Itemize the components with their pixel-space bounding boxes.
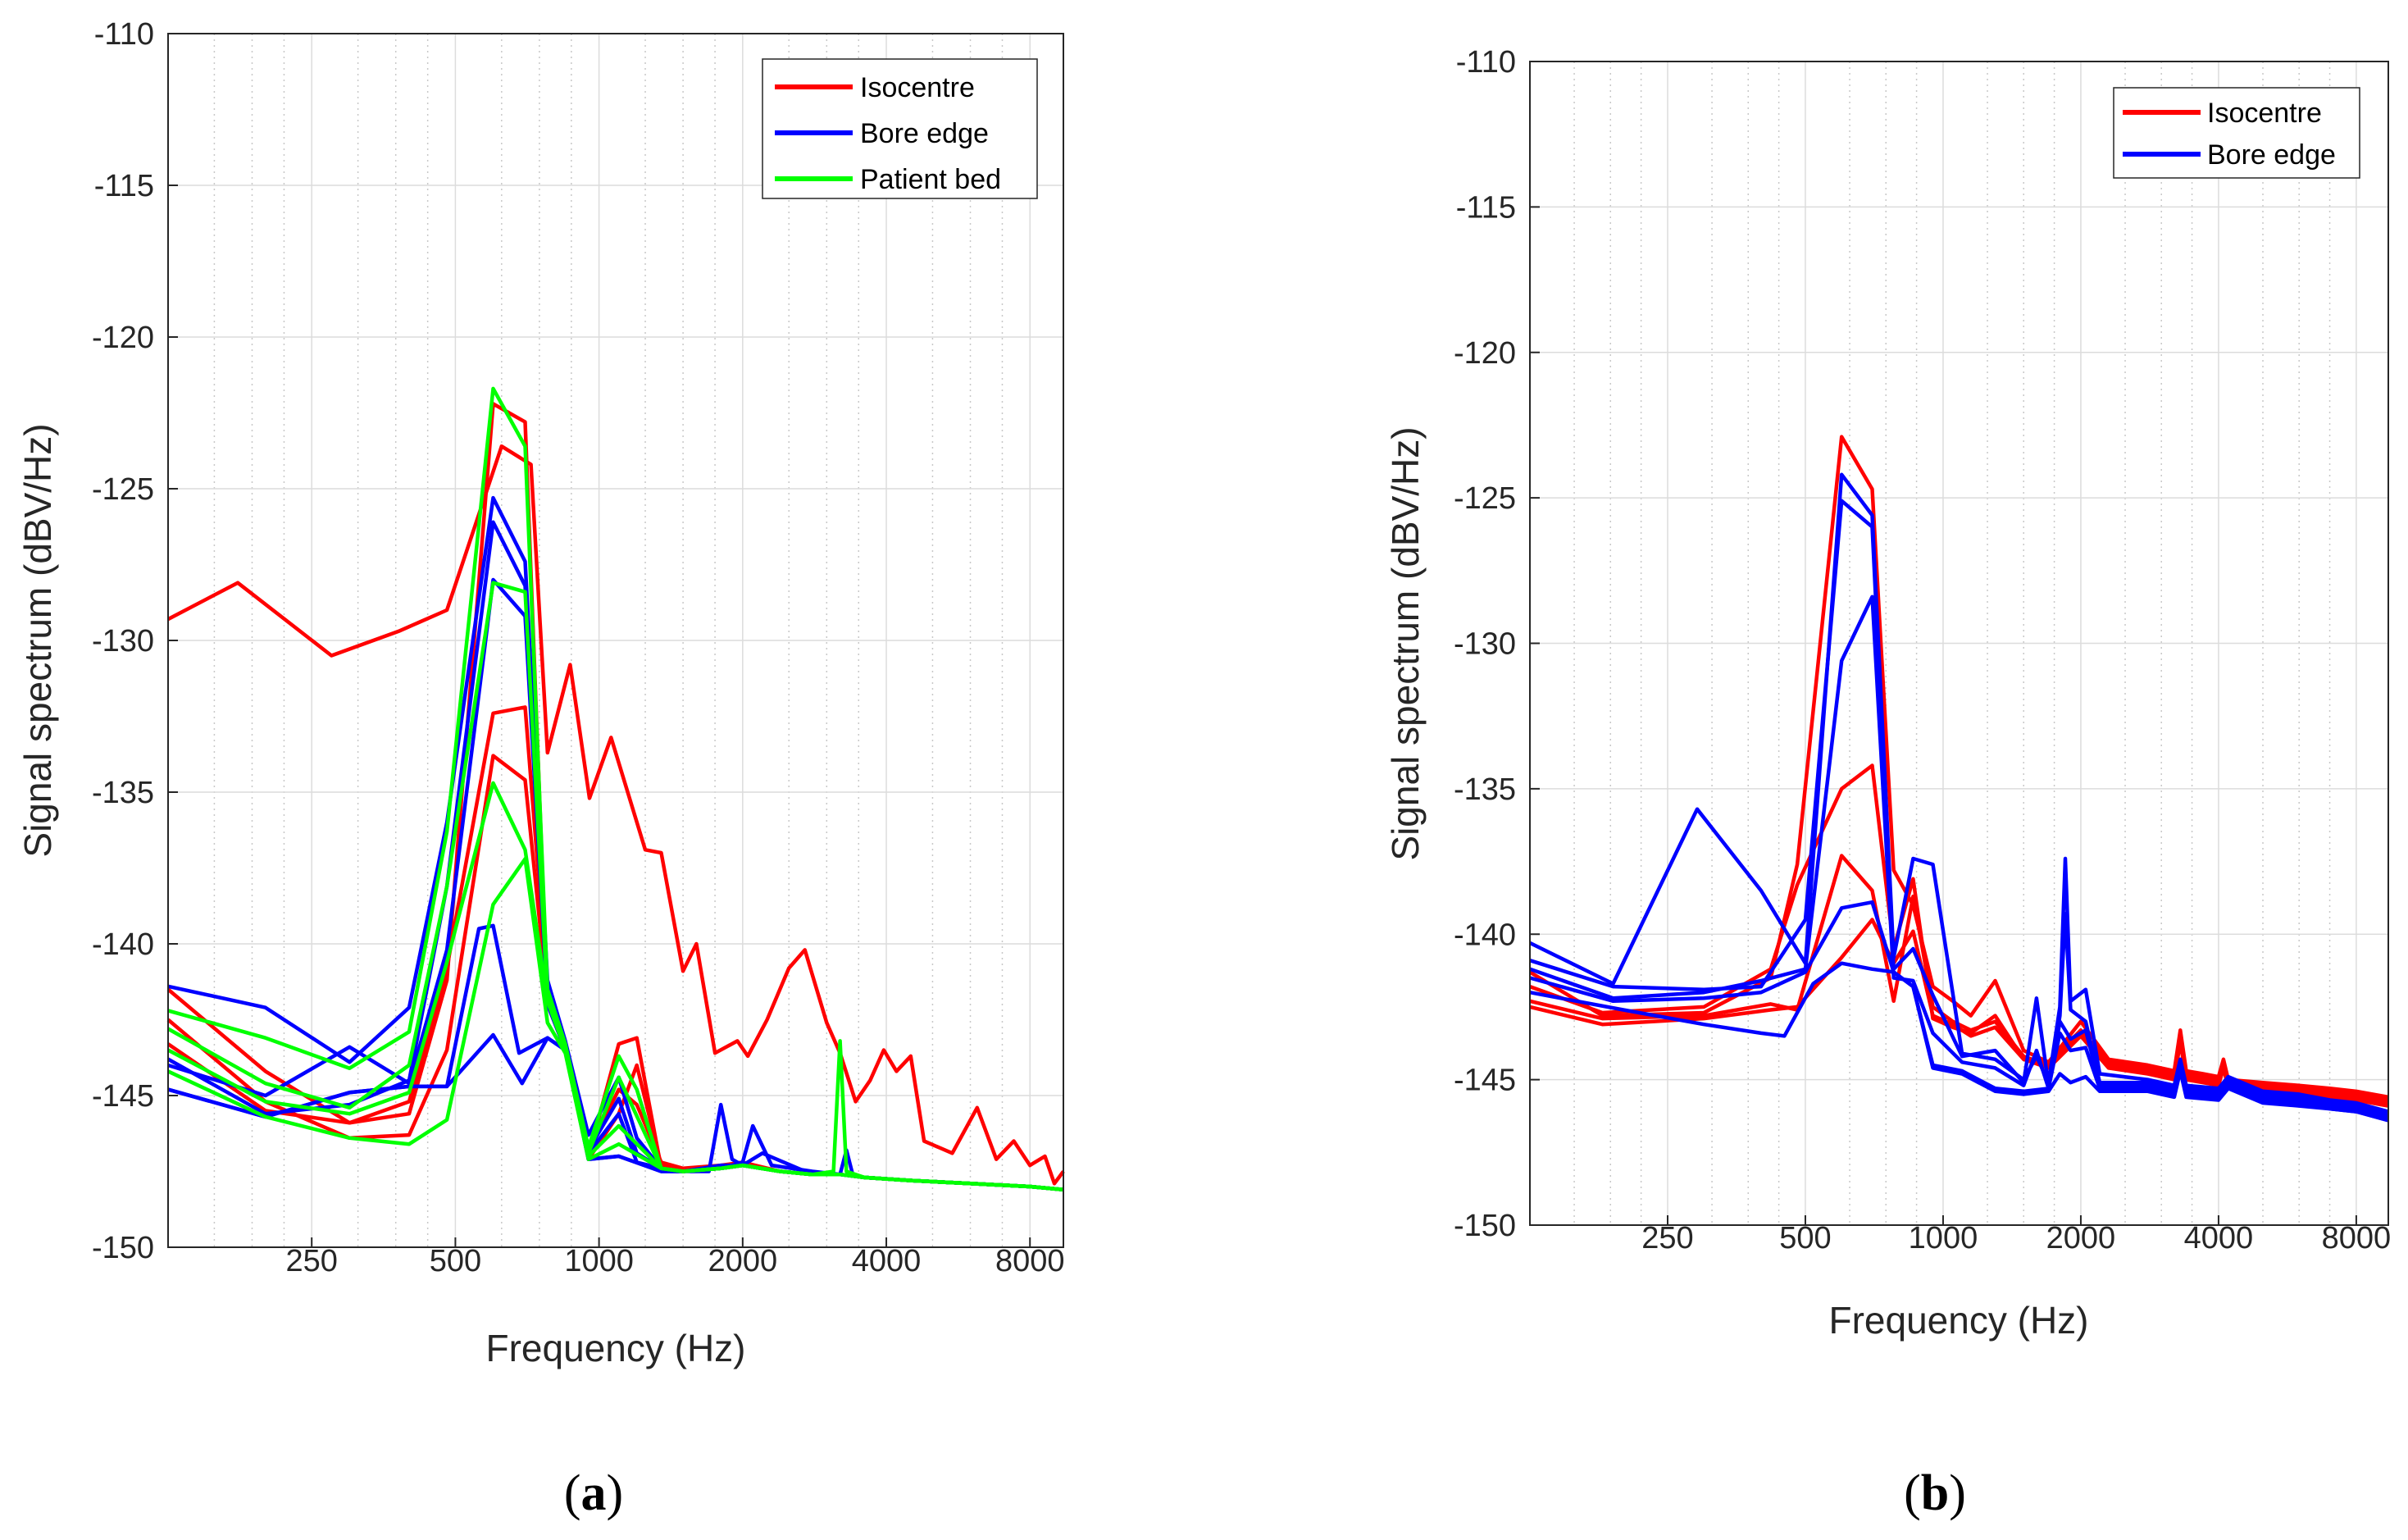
x-tick-label-2000: 2000 <box>708 1244 778 1278</box>
x-axis-title-b: Frequency (Hz) <box>1829 1299 2089 1342</box>
y-tick-label-7: -115 <box>94 169 154 203</box>
y-tick-label-3: -135 <box>92 776 154 810</box>
y-tick-label-2: -140 <box>1454 918 1516 952</box>
legend-b: Isocentre Bore edge <box>2113 87 2360 179</box>
x-axis-title-a: Frequency (Hz) <box>486 1327 746 1369</box>
panel-caption-letter-b: b <box>1921 1465 1949 1521</box>
x-tick-label-500: 500 <box>1779 1221 1831 1255</box>
panel-caption-a: (a) <box>564 1465 623 1521</box>
panel-caption-close-a: ) <box>607 1465 624 1521</box>
x-tick-label-2000: 2000 <box>2046 1221 2116 1255</box>
series-line-bore-edge-5 <box>1529 499 2389 1117</box>
y-tick-labels-b: -150 -145 -140 -135 -130 -125 -120 -115 -110 <box>1454 45 1516 1243</box>
y-tick-label-0: -150 <box>1454 1209 1516 1243</box>
legend-label-isocentre-a: Isocentre <box>860 72 975 103</box>
panel-caption-open-b: ( <box>1904 1465 1921 1521</box>
y-tick-label-3: -135 <box>1454 772 1516 807</box>
y-tick-label-6: -120 <box>92 321 154 355</box>
panel-caption-letter-a: a <box>581 1465 607 1521</box>
y-tick-label-5: -125 <box>92 472 154 507</box>
legend-label-isocentre-b: Isocentre <box>2207 98 2322 129</box>
y-axis-title-b: Signal spectrum (dBV/Hz) <box>1384 426 1427 860</box>
y-tick-label-7: -115 <box>1456 190 1516 225</box>
chart-panel-b: -150 -145 -140 -135 -130 -125 -120 -115 -110 250… <box>1384 45 2391 1521</box>
y-tick-label-4: -130 <box>92 624 154 658</box>
series-lines-b <box>1528 435 2389 1123</box>
legend-a: Isocentre Bore edge Patient bed <box>762 58 1038 199</box>
x-tick-label-8000: 8000 <box>995 1244 1065 1278</box>
y-tick-label-1: -145 <box>1454 1064 1516 1098</box>
y-tick-label-0: -150 <box>92 1231 154 1265</box>
axes-box-a <box>167 33 1064 1248</box>
y-tick-label-2: -140 <box>92 927 154 962</box>
y-tick-label-8: -110 <box>1456 45 1516 80</box>
panel-caption-b: (b) <box>1904 1465 1966 1521</box>
panel-caption-open-a: ( <box>564 1465 581 1521</box>
x-tick-labels-a: 250 500 1000 2000 4000 8000 <box>286 1244 1065 1278</box>
y-tick-label-8: -110 <box>94 17 154 52</box>
legend-label-bore-edge-b: Bore edge <box>2207 139 2336 171</box>
x-tick-label-250: 250 <box>286 1244 338 1278</box>
series-line-patient-bed-12 <box>167 857 1064 1191</box>
x-tick-label-1000: 1000 <box>1909 1221 1978 1255</box>
axes-box-b <box>1529 61 2389 1226</box>
chart-panel-a: -150 -145 -140 -135 -130 -125 -120 -115 -110 250… <box>16 17 1065 1521</box>
x-tick-label-1000: 1000 <box>564 1244 634 1278</box>
x-tick-label-500: 500 <box>430 1244 481 1278</box>
series-line-bore-edge-7 <box>1529 900 2389 1123</box>
series-line-bore-edge-8 <box>1529 961 2389 1123</box>
legend-box-b <box>2113 87 2360 179</box>
x-tick-label-4000: 4000 <box>852 1244 922 1278</box>
y-tick-label-6: -120 <box>1454 336 1516 371</box>
series-line-isocentre-0 <box>166 444 1065 1186</box>
y-tick-labels-a: -150 -145 -140 -135 -130 -125 -120 -115 -110 <box>92 17 154 1265</box>
grid-b <box>1530 61 2388 1226</box>
y-axis-title-a: Signal spectrum (dBV/Hz) <box>16 423 59 857</box>
x-tick-label-4000: 4000 <box>2184 1221 2254 1255</box>
legend-label-bore-edge-a: Bore edge <box>860 118 989 149</box>
legend-label-patient-bed-a: Patient bed <box>860 164 1001 195</box>
panel-caption-close-b: ) <box>1949 1465 1966 1521</box>
y-tick-label-4: -130 <box>1454 627 1516 662</box>
x-tick-label-8000: 8000 <box>2322 1221 2392 1255</box>
x-tick-labels-b: 250 500 1000 2000 4000 8000 <box>1641 1221 2391 1255</box>
y-tick-label-1: -145 <box>92 1079 154 1114</box>
series-lines-a <box>166 386 1065 1191</box>
y-tick-label-5: -125 <box>1454 481 1516 516</box>
legend-box-a <box>762 58 1038 199</box>
x-tick-label-250: 250 <box>1641 1221 1693 1255</box>
